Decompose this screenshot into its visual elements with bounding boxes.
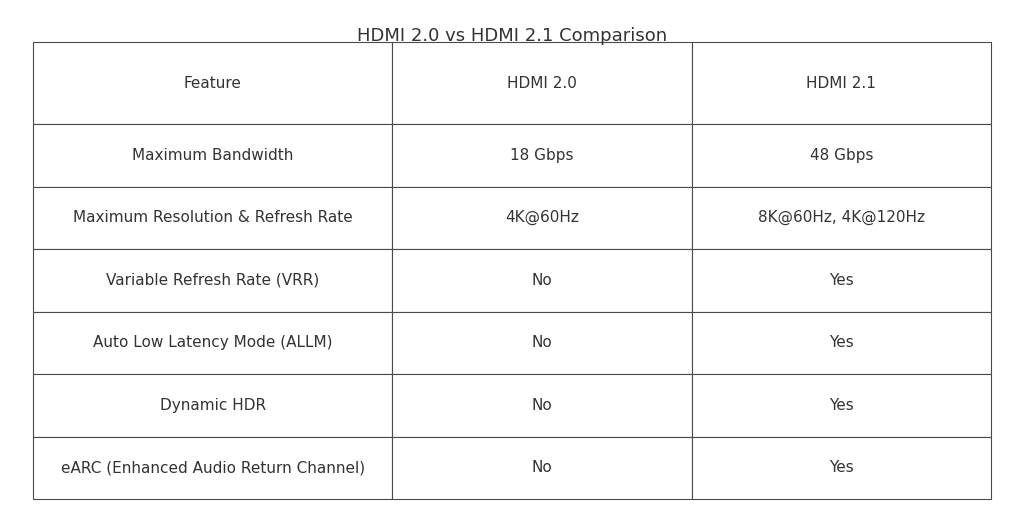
Text: No: No [531, 398, 552, 413]
Bar [392, 374, 691, 437]
Text: Maximum Resolution & Refresh Rate: Maximum Resolution & Refresh Rate [73, 210, 352, 225]
Text: HDMI 2.1: HDMI 2.1 [806, 75, 877, 90]
Bar [392, 42, 691, 124]
Bar [691, 42, 991, 124]
Bar [691, 374, 991, 437]
Bar [691, 249, 991, 311]
Text: No: No [531, 336, 552, 350]
Text: 18 Gbps: 18 Gbps [510, 148, 573, 163]
Bar [33, 124, 392, 187]
Bar [33, 249, 392, 311]
Text: Feature: Feature [183, 75, 242, 90]
Text: 4K@60Hz: 4K@60Hz [505, 210, 579, 225]
Bar [392, 249, 691, 311]
Bar [691, 187, 991, 249]
Text: Yes: Yes [829, 336, 854, 350]
Bar [33, 311, 392, 374]
Bar [392, 311, 691, 374]
Text: HDMI 2.0 vs HDMI 2.1 Comparison: HDMI 2.0 vs HDMI 2.1 Comparison [357, 27, 667, 45]
Bar [392, 124, 691, 187]
Text: No: No [531, 273, 552, 288]
Text: No: No [531, 460, 552, 475]
Text: 8K@60Hz, 4K@120Hz: 8K@60Hz, 4K@120Hz [758, 210, 925, 225]
Text: Maximum Bandwidth: Maximum Bandwidth [132, 148, 293, 163]
Bar [33, 437, 392, 499]
Text: Yes: Yes [829, 273, 854, 288]
Text: Auto Low Latency Mode (ALLM): Auto Low Latency Mode (ALLM) [93, 336, 333, 350]
Bar [392, 187, 691, 249]
Bar [392, 437, 691, 499]
Text: eARC (Enhanced Audio Return Channel): eARC (Enhanced Audio Return Channel) [60, 460, 365, 475]
Bar [33, 374, 392, 437]
Bar [33, 42, 392, 124]
Text: 48 Gbps: 48 Gbps [810, 148, 873, 163]
Text: Dynamic HDR: Dynamic HDR [160, 398, 265, 413]
Text: Yes: Yes [829, 460, 854, 475]
Bar [691, 124, 991, 187]
Bar [691, 311, 991, 374]
Bar [691, 437, 991, 499]
Text: Variable Refresh Rate (VRR): Variable Refresh Rate (VRR) [106, 273, 319, 288]
Bar [33, 187, 392, 249]
Text: Yes: Yes [829, 398, 854, 413]
Text: HDMI 2.0: HDMI 2.0 [507, 75, 577, 90]
